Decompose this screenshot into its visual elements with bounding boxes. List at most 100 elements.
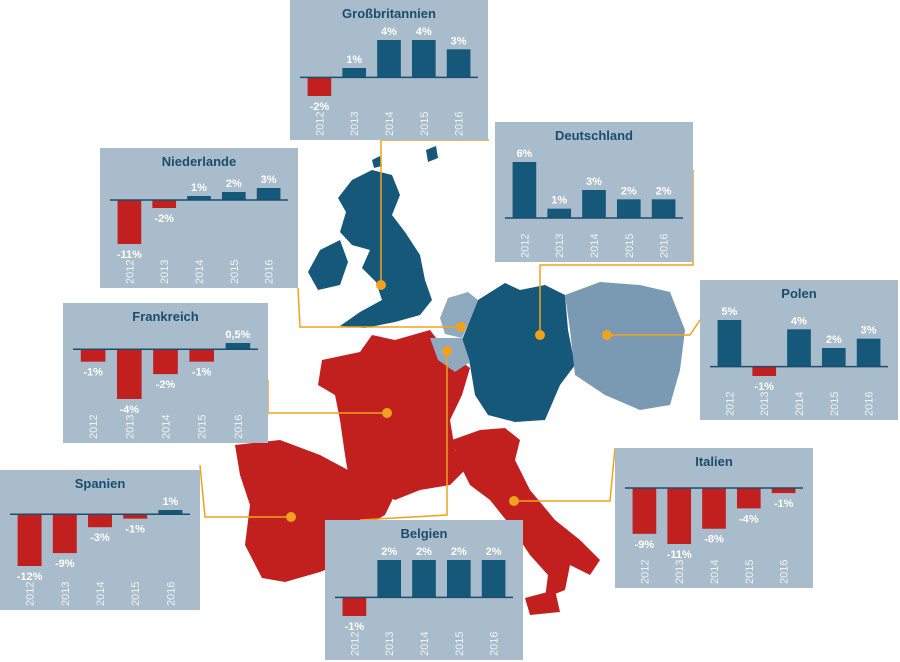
value-label: -2% [154,213,174,225]
bar [787,329,811,367]
year-label: 2014 [419,632,431,656]
chart-title: Belgien [401,526,448,541]
bar [411,40,436,78]
chart-panel: Italien -9% 2012 -11%2013 -8% 2014 -4% 2015 -1% 2… [615,448,813,588]
bar [446,560,471,598]
value-label: -11% [117,249,142,261]
bar [736,488,761,509]
value-label: 2% [451,546,467,558]
bar [667,488,692,544]
chart-panel: Niederlande -11%2012 -2% 2013 1% 2014 2% 2015 3%… [100,148,298,288]
value-label: -3% [90,532,110,544]
leader-line [359,351,448,521]
year-label: 2015 [454,632,466,656]
marker [509,496,519,506]
bar [446,49,471,78]
value-label: -8% [704,534,724,546]
bar [307,77,332,96]
country-france [318,330,470,500]
bar [52,514,77,554]
value-label: 2% [486,546,502,558]
chart-title: Niederlande [162,154,236,169]
marker [286,512,296,522]
value-label: 3% [861,325,877,337]
country-ireland [308,240,348,290]
bar [117,200,142,244]
bar [377,560,402,598]
year-label: 2016 [779,560,791,584]
country-spain [235,440,398,582]
bar [88,514,112,528]
marker [456,322,466,332]
value-label: 3% [586,176,602,188]
bar [153,349,178,375]
year-label: 2012 [88,415,100,439]
year-label: 2016 [489,632,501,656]
year-label: 2014 [384,112,396,136]
chart-panel: Großbritannien -2%2012 1% 2013 4% 2014 4% 2015 3… [290,0,488,140]
chart-panel: Frankreich -1% 2012 -4%2013 -2% 2014 -1% 2015 0,… [63,303,268,443]
chart-panel: Polen 5% 2012 -1%2013 4% 2014 2% 2015 3% 2016 [700,280,898,420]
bar [616,199,641,218]
bar [187,196,211,200]
value-label: -9% [635,539,655,551]
value-label: -1% [754,381,774,393]
bar [651,199,676,218]
year-label: 2016 [454,112,466,136]
bar [116,349,142,399]
chart-title: Frankreich [132,309,199,324]
value-label: 6% [516,148,532,160]
value-label: 1% [346,54,362,66]
chart-panel: Spanien -12%2012 -9% 2013 -3% 2014 -1% 2015 1% 20… [0,470,200,610]
value-label: 2% [621,185,637,197]
value-label: 5% [721,306,737,318]
leader-line [607,319,701,336]
year-label: 2014 [709,560,721,584]
year-label: 2015 [744,560,756,584]
value-label: 2% [416,546,432,558]
year-label: 2015 [419,112,431,136]
year-label: 2014 [95,582,107,606]
country-poland [565,282,685,410]
bar [158,510,183,515]
bar [512,162,537,218]
value-label: 2% [226,178,242,190]
map [235,146,685,615]
year-label: 2012 [639,560,651,584]
year-label: 2014 [589,234,601,258]
year-label: 2012 [124,260,136,284]
value-label: -1% [192,367,212,379]
year-label: 2015 [829,392,841,416]
country-italy [452,428,600,615]
chart-title: Italien [695,454,733,469]
chart-title: Deutschland [555,128,633,143]
value-label: 2% [826,334,842,346]
year-label: 2013 [384,632,396,656]
bar [221,192,246,200]
bar [771,488,796,494]
year-label: 2013 [124,415,136,439]
bar [547,208,572,218]
year-label: 2016 [864,392,876,416]
bar [17,514,42,566]
value-label: 1% [551,195,567,207]
islands [372,146,438,168]
bar [856,338,881,367]
bar [752,366,777,376]
bar [342,68,367,78]
year-label: 2013 [554,234,566,258]
year-label: 2016 [264,260,276,284]
value-label: -2% [310,101,330,113]
year-label: 2015 [130,582,142,606]
value-label: 1% [162,496,178,508]
country-uk [338,170,432,328]
leader-line [514,447,616,502]
country-germany [462,283,575,422]
bar [632,488,657,534]
value-label: -4% [120,404,140,416]
value-label: 0,5% [225,329,250,341]
year-label: 2013 [759,392,771,416]
chart-title: Großbritannien [342,6,436,21]
year-label: 2012 [25,582,37,606]
value-label: 4% [791,315,807,327]
